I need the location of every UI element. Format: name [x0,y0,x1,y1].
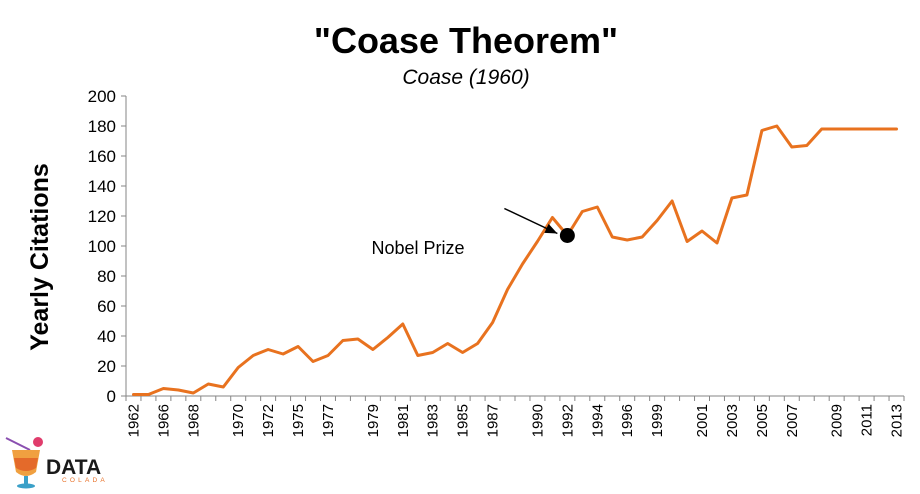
annotation-arrowhead-icon [544,223,558,234]
chart-title: "Coase Theorem" [314,20,618,61]
y-tick-label: 40 [97,327,116,346]
y-tick-label: 140 [88,177,116,196]
y-tick-label: 120 [88,207,116,226]
y-tick-label: 80 [97,267,116,286]
x-tick-label: 1990 [529,404,546,437]
x-tick-label: 2001 [694,404,711,437]
annotation-label: Nobel Prize [371,238,464,258]
series-line [132,124,898,396]
data-colada-logo: DATA COLADA [5,437,108,489]
x-tick-label: 1994 [589,404,606,437]
x-tick-label: 2005 [754,404,771,437]
x-tick-label: 1977 [320,404,337,437]
series-group [132,124,898,396]
x-tick-label: 1981 [395,404,412,437]
y-axis-label: Yearly Citations [26,163,54,351]
y-tick-label: 60 [97,297,116,316]
y-tick-label: 160 [88,147,116,166]
x-tick-label: 1962 [125,404,142,437]
x-tick-label: 1999 [649,404,666,437]
x-tick-label: 2011 [859,404,876,436]
x-tick-label: 1985 [455,404,472,437]
logo-subtext: COLADA [62,477,108,484]
x-tick-label: 1975 [290,404,307,437]
cocktail-glass-icon [5,437,43,489]
x-tick-label: 1966 [155,404,172,437]
y-tick-label: 100 [88,237,116,256]
x-tick-label: 1979 [365,404,382,437]
y-ticks: 0 20 40 60 80 100 120 140 160 180 200 [88,87,126,406]
x-tick-label: 1996 [619,404,636,437]
x-tick-label: 1983 [425,404,442,437]
x-tick-label: 1987 [485,404,502,437]
x-tick-label: 1972 [260,404,277,437]
y-tick-label: 180 [88,117,116,136]
logo-text: DATA [46,456,101,479]
x-tick-label: 2009 [829,404,846,437]
x-tick-label: 2007 [784,404,801,437]
y-tick-label: 200 [88,87,116,106]
x-tick-label: 2003 [724,404,741,437]
nobel-prize-marker [559,228,575,243]
x-tick-label: 1970 [230,404,247,437]
x-ticks: 1962 1966 1968 1970 1972 1975 1977 1979 1981 1983… [125,396,906,437]
chart-subtitle: Coase (1960) [402,66,529,89]
x-tick-label: 1968 [185,404,202,437]
y-tick-label: 20 [97,357,116,376]
annotation-group: Nobel Prize [371,207,575,258]
x-tick-label: 2013 [889,404,906,437]
y-tick-label: 0 [107,387,116,406]
x-tick-label: 1992 [559,404,576,437]
